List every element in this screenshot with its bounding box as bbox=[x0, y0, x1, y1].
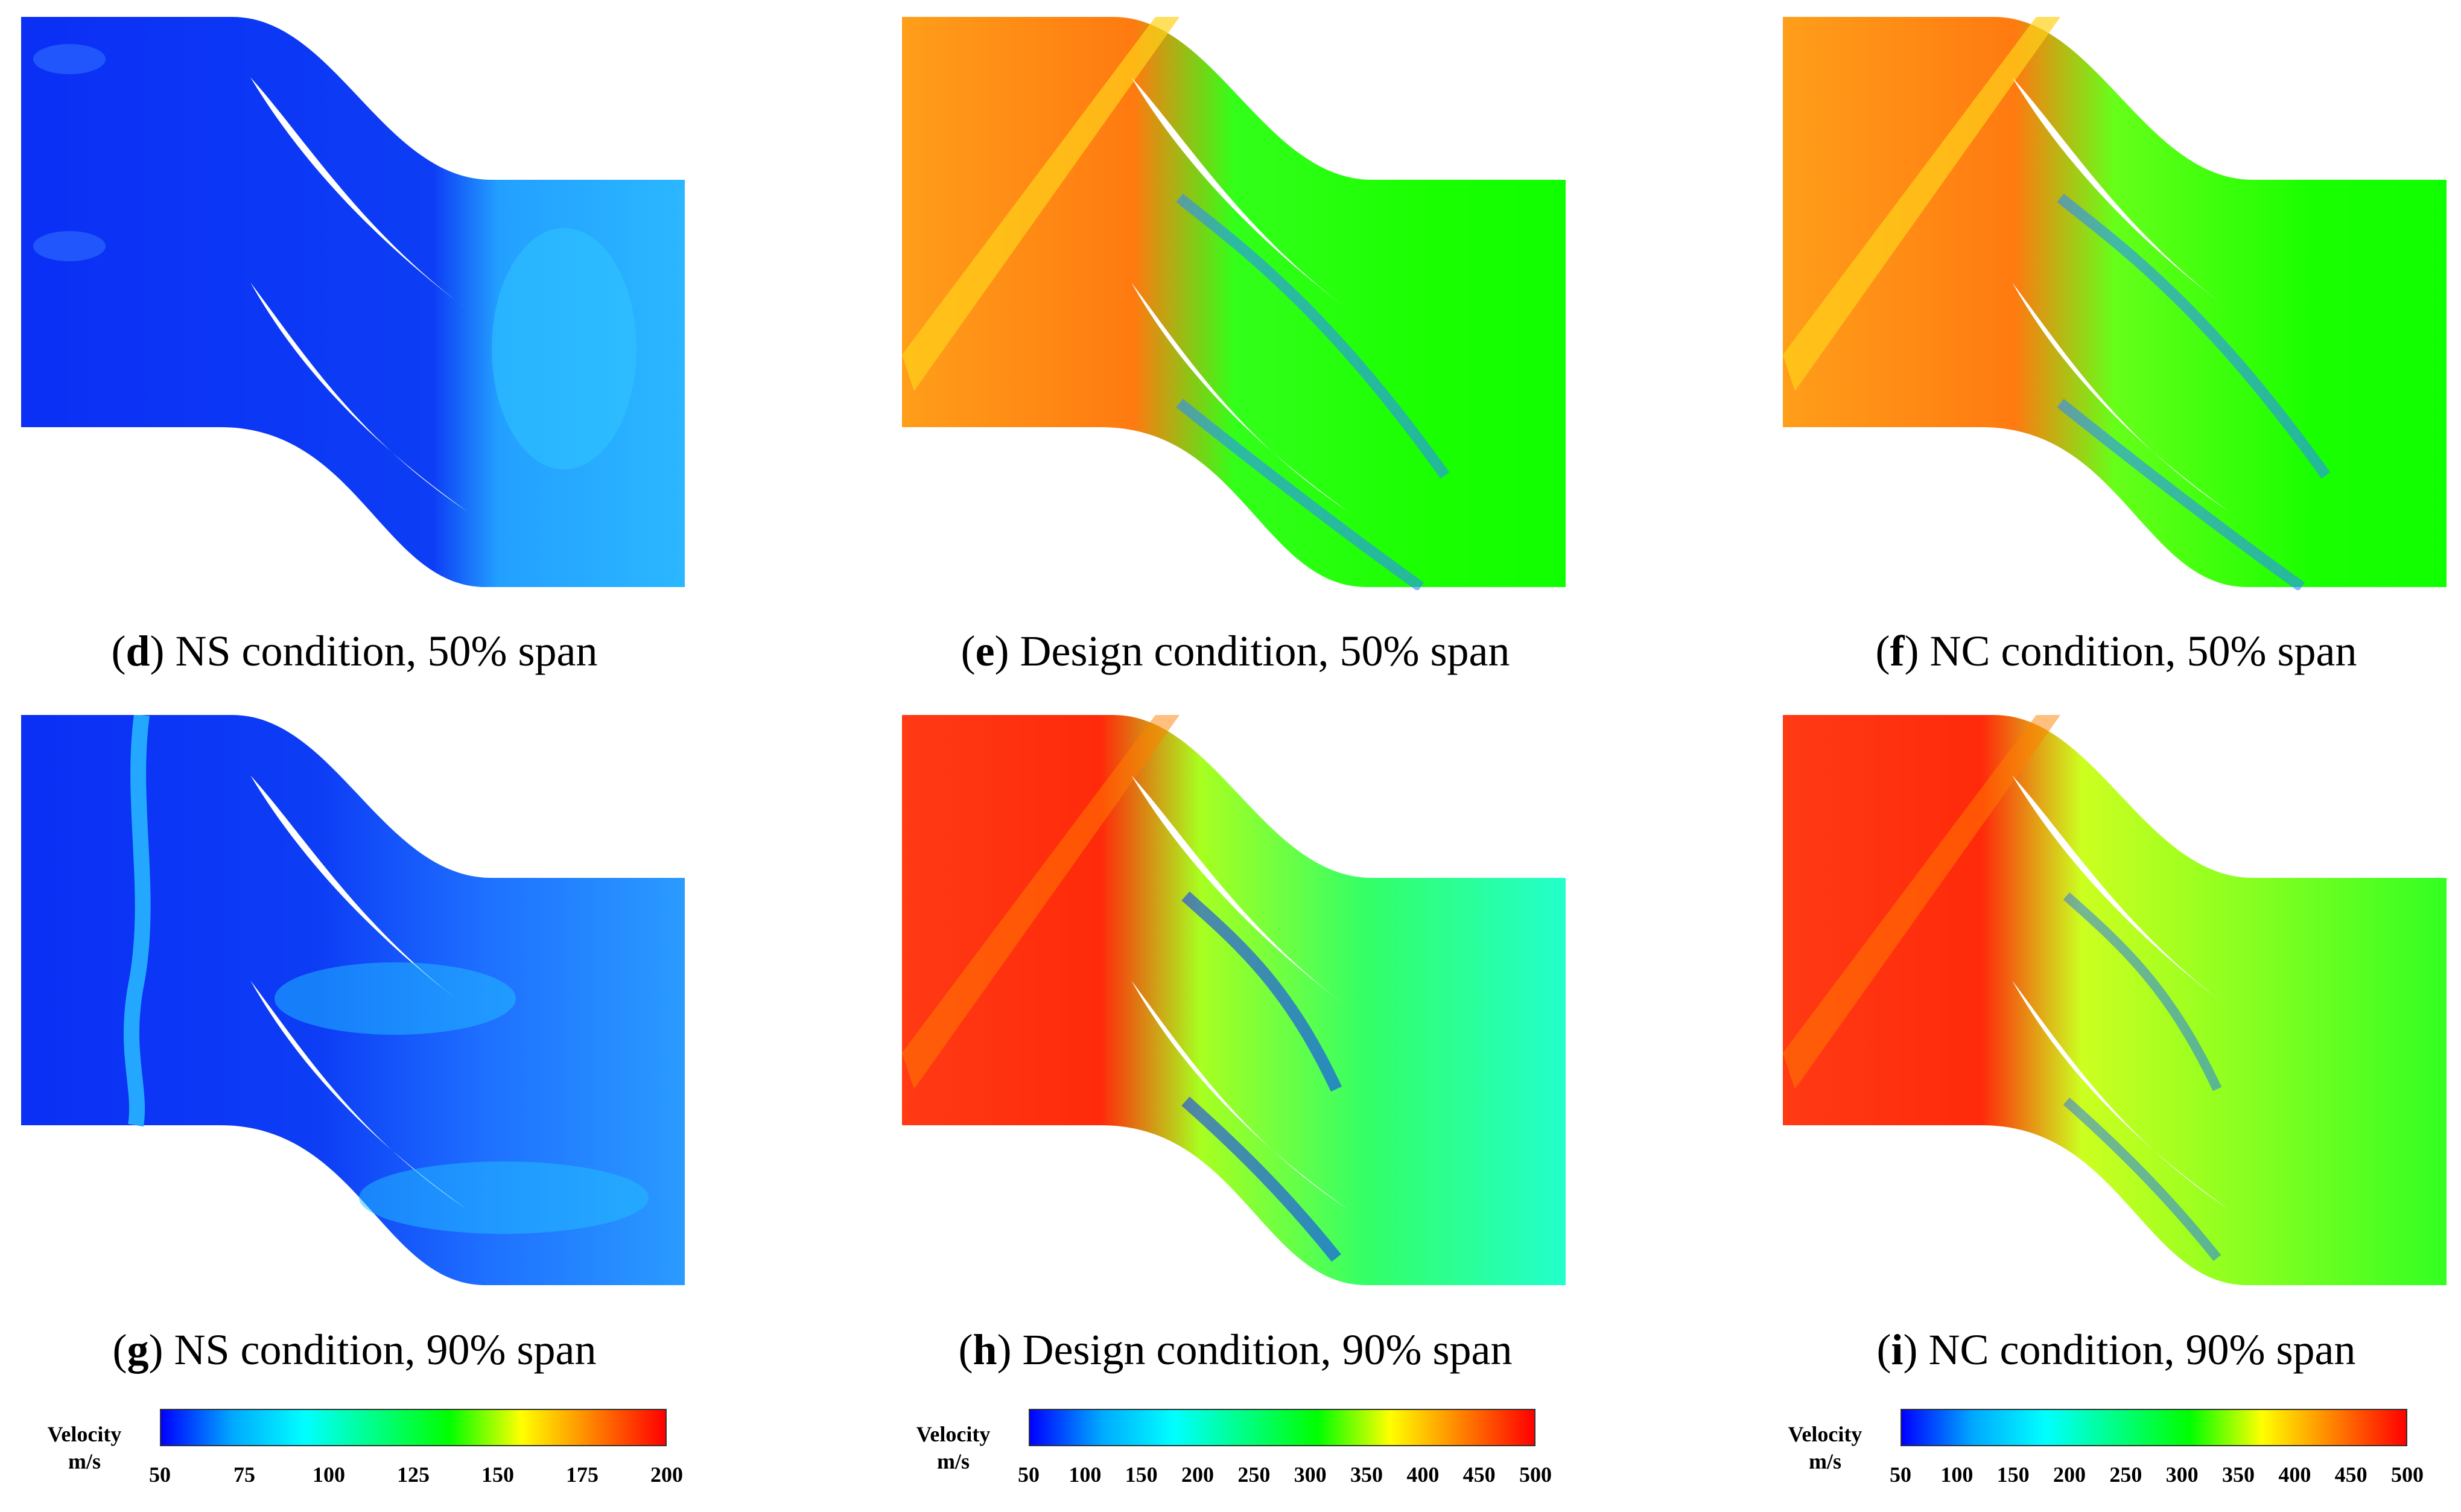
colorbar-gradient bbox=[160, 1409, 667, 1446]
colorbar-tick-label: 300 bbox=[2165, 1463, 2199, 1487]
passage-domain bbox=[1783, 715, 2447, 1285]
colorbar-tick-label: 500 bbox=[2391, 1463, 2424, 1487]
colorbar-tick-label: 75 bbox=[233, 1463, 255, 1487]
passage-domain bbox=[902, 17, 1566, 587]
colorbar-tick-label: 400 bbox=[1406, 1463, 1440, 1487]
contour-panel-d bbox=[21, 17, 688, 590]
colorbar-tick-label: 450 bbox=[1462, 1463, 1496, 1487]
caption-i: (i) NC condition, 90% span bbox=[1876, 1326, 2356, 1374]
colorbar-tick-label: 350 bbox=[1350, 1463, 1383, 1487]
colorbar-tick-label: 125 bbox=[397, 1463, 430, 1487]
caption-f: (f) NC condition, 50% span bbox=[1875, 627, 2357, 675]
colorbar-ticks: 50 100 150 200 250 300 350 400 450 500 bbox=[1018, 1462, 1552, 1492]
contour-panel-f bbox=[1783, 17, 2450, 590]
passage-domain bbox=[902, 715, 1566, 1285]
colorbar-gradient bbox=[1901, 1409, 2407, 1446]
caption-g: (g) NS condition, 90% span bbox=[112, 1326, 597, 1374]
contour-plot-g bbox=[21, 715, 685, 1285]
colorbar-tick-label: 100 bbox=[1069, 1463, 1102, 1487]
colorbar-3: Velocity m/s 50 100 150 200 250 300 350 400 450 50… bbox=[1765, 1409, 2447, 1505]
colorbar-title: Velocity m/s bbox=[47, 1422, 122, 1473]
colorbar-tick-label: 500 bbox=[1519, 1463, 1552, 1487]
caption-d: (d) NS condition, 50% span bbox=[111, 627, 598, 675]
contour-panel-g bbox=[21, 715, 688, 1288]
colorbar-tick-label: 50 bbox=[1018, 1463, 1040, 1487]
caption-e: (e) Design condition, 50% span bbox=[961, 627, 1510, 675]
contour-plot-e bbox=[902, 17, 1566, 590]
colorbar-tick-label: 300 bbox=[1294, 1463, 1327, 1487]
colorbar-tick-label: 250 bbox=[2109, 1463, 2142, 1487]
passage-domain bbox=[21, 17, 685, 587]
colorbar-tick-label: 150 bbox=[1125, 1463, 1158, 1487]
colorbar-title: Velocity m/s bbox=[1788, 1422, 1862, 1473]
contour-panel-h bbox=[902, 715, 1569, 1288]
colorbar-ticks: 50 100 150 200 250 300 350 400 450 500 bbox=[1890, 1462, 2424, 1492]
colorbar-tick-label: 150 bbox=[1996, 1463, 2030, 1487]
contour-plot-d bbox=[21, 17, 685, 587]
colorbar-gradient bbox=[1029, 1409, 1535, 1446]
passage-domain bbox=[1783, 17, 2447, 587]
caption-h: (h) Design condition, 90% span bbox=[958, 1326, 1513, 1374]
colorbar-tick-label: 150 bbox=[481, 1463, 514, 1487]
contour-plot-i bbox=[1783, 715, 2447, 1285]
contour-plot-f bbox=[1783, 17, 2447, 590]
colorbar-tick-label: 200 bbox=[1181, 1463, 1214, 1487]
colorbar-tick-label: 350 bbox=[2221, 1463, 2255, 1487]
colorbar-title: Velocity m/s bbox=[916, 1422, 991, 1473]
colorbar-tick-label: 50 bbox=[1890, 1463, 1911, 1487]
colorbar-tick-label: 200 bbox=[2053, 1463, 2086, 1487]
colorbar-tick-label: 450 bbox=[2334, 1463, 2367, 1487]
colorbar-tick-label: 400 bbox=[2278, 1463, 2311, 1487]
colorbar-ticks: 50 75 100 125 150 175 200 bbox=[149, 1462, 683, 1492]
colorbar-1: Velocity m/s 50 75 100 125 150 175 200 bbox=[24, 1409, 688, 1505]
contour-panel-i bbox=[1783, 715, 2450, 1288]
colorbar-tick-label: 100 bbox=[1940, 1463, 1974, 1487]
colorbar-tick-label: 200 bbox=[650, 1463, 683, 1487]
contour-panel-e bbox=[902, 17, 1569, 590]
colorbar-tick-label: 250 bbox=[1237, 1463, 1271, 1487]
colorbar-tick-label: 175 bbox=[566, 1463, 599, 1487]
colorbar-2: Velocity m/s 50 100 150 200 250 300 350 400 450 50… bbox=[893, 1409, 1575, 1505]
contour-plot-h bbox=[902, 715, 1566, 1285]
colorbar-tick-label: 100 bbox=[312, 1463, 345, 1487]
colorbar-tick-label: 50 bbox=[149, 1463, 171, 1487]
